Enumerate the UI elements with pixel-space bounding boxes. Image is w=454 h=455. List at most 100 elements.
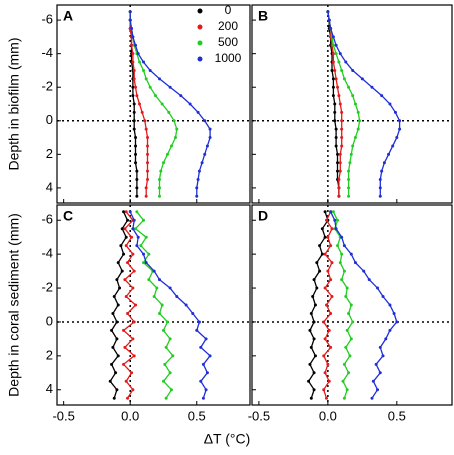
profile-point — [378, 178, 382, 182]
profile-point — [138, 60, 142, 64]
profile-point — [312, 278, 316, 282]
profile-point — [333, 218, 337, 222]
profile-point — [168, 371, 172, 375]
profile-point — [349, 337, 353, 341]
profile-point — [323, 337, 327, 341]
profile-point — [309, 345, 313, 349]
profile-point — [334, 227, 338, 231]
x-tick-label: 0.5 — [388, 408, 406, 423]
profile-point — [128, 10, 132, 14]
profile-point — [199, 379, 203, 383]
profile-point — [115, 278, 119, 282]
profile-line — [129, 11, 178, 197]
profile-point — [333, 68, 337, 72]
profile-point — [384, 337, 388, 341]
profile-point — [309, 396, 313, 400]
profile-point — [134, 85, 138, 89]
profile-point — [349, 252, 353, 256]
profile-point — [320, 227, 324, 231]
profile-point — [342, 244, 346, 248]
profile-point — [329, 311, 333, 315]
profile-point — [124, 295, 128, 299]
profile-point — [323, 210, 327, 214]
profile-point — [195, 194, 199, 198]
profile-point — [331, 77, 335, 81]
profile-point — [330, 68, 334, 72]
profile-point — [169, 144, 173, 148]
profile-point — [391, 144, 395, 148]
profile-point — [344, 345, 348, 349]
profile-point — [395, 136, 399, 140]
profile-point — [331, 43, 335, 47]
profile-point — [157, 311, 161, 315]
profile-point — [128, 210, 132, 214]
profile-point — [199, 345, 203, 349]
profile-point — [322, 354, 326, 358]
profile-point — [132, 354, 136, 358]
profile-point — [165, 320, 169, 324]
profile-point — [126, 218, 130, 222]
profile-point — [388, 102, 392, 106]
profile-point — [160, 303, 164, 307]
profile-point — [135, 186, 139, 190]
x-tick-label: -0.5 — [52, 408, 74, 423]
profile-point — [395, 320, 399, 324]
profile-point — [342, 77, 346, 81]
profile-line — [129, 11, 211, 197]
profile-point — [347, 169, 351, 173]
profile-point — [123, 278, 127, 282]
profile-point — [179, 94, 183, 98]
profile-point — [382, 161, 386, 165]
profile-point — [342, 362, 346, 366]
profile-point — [376, 388, 380, 392]
profile-point — [122, 362, 126, 366]
profile-point — [370, 85, 374, 89]
panel-frame — [251, 4, 453, 204]
y-axis-label: Depth in coral sediment (mm) — [6, 213, 22, 397]
profile-point — [380, 94, 384, 98]
profile-point — [326, 269, 330, 273]
profile-point — [142, 60, 146, 64]
y-tick-label: 0 — [46, 112, 53, 127]
profile-point — [340, 144, 344, 148]
profile-point — [124, 235, 128, 239]
profile-point — [184, 303, 188, 307]
profile-point — [122, 210, 126, 214]
profile-point — [163, 362, 167, 366]
profile-point — [144, 194, 148, 198]
profile-point — [398, 127, 402, 131]
profile-point — [116, 261, 120, 265]
profile-point — [356, 110, 360, 114]
profile-point — [329, 345, 333, 349]
profile-point — [362, 269, 366, 273]
profile-point — [124, 379, 128, 383]
profile-point — [326, 362, 330, 366]
profile-point — [358, 119, 362, 123]
panel-frame — [56, 204, 251, 406]
profile-point — [142, 68, 146, 72]
profile-point — [205, 371, 209, 375]
profile-point — [122, 252, 126, 256]
profile-point — [334, 136, 338, 140]
profile-point — [347, 311, 351, 315]
profile-point — [132, 119, 136, 123]
profile-point — [175, 295, 179, 299]
profile-point — [347, 186, 351, 190]
x-tick-label: 0.0 — [319, 408, 337, 423]
profile-point — [331, 94, 335, 98]
profile-point — [340, 252, 344, 256]
profile-point — [168, 85, 172, 89]
profile-point — [330, 227, 334, 231]
profile-point — [110, 362, 114, 366]
profile-point — [334, 52, 338, 56]
profile-point — [342, 396, 346, 400]
profile-point — [331, 210, 335, 214]
profile-line — [129, 211, 211, 399]
profile-point — [195, 328, 199, 332]
profile-point — [324, 303, 328, 307]
profile-point — [334, 144, 338, 148]
profile-point — [136, 235, 140, 239]
profile-point — [114, 371, 118, 375]
profile-point — [340, 110, 344, 114]
